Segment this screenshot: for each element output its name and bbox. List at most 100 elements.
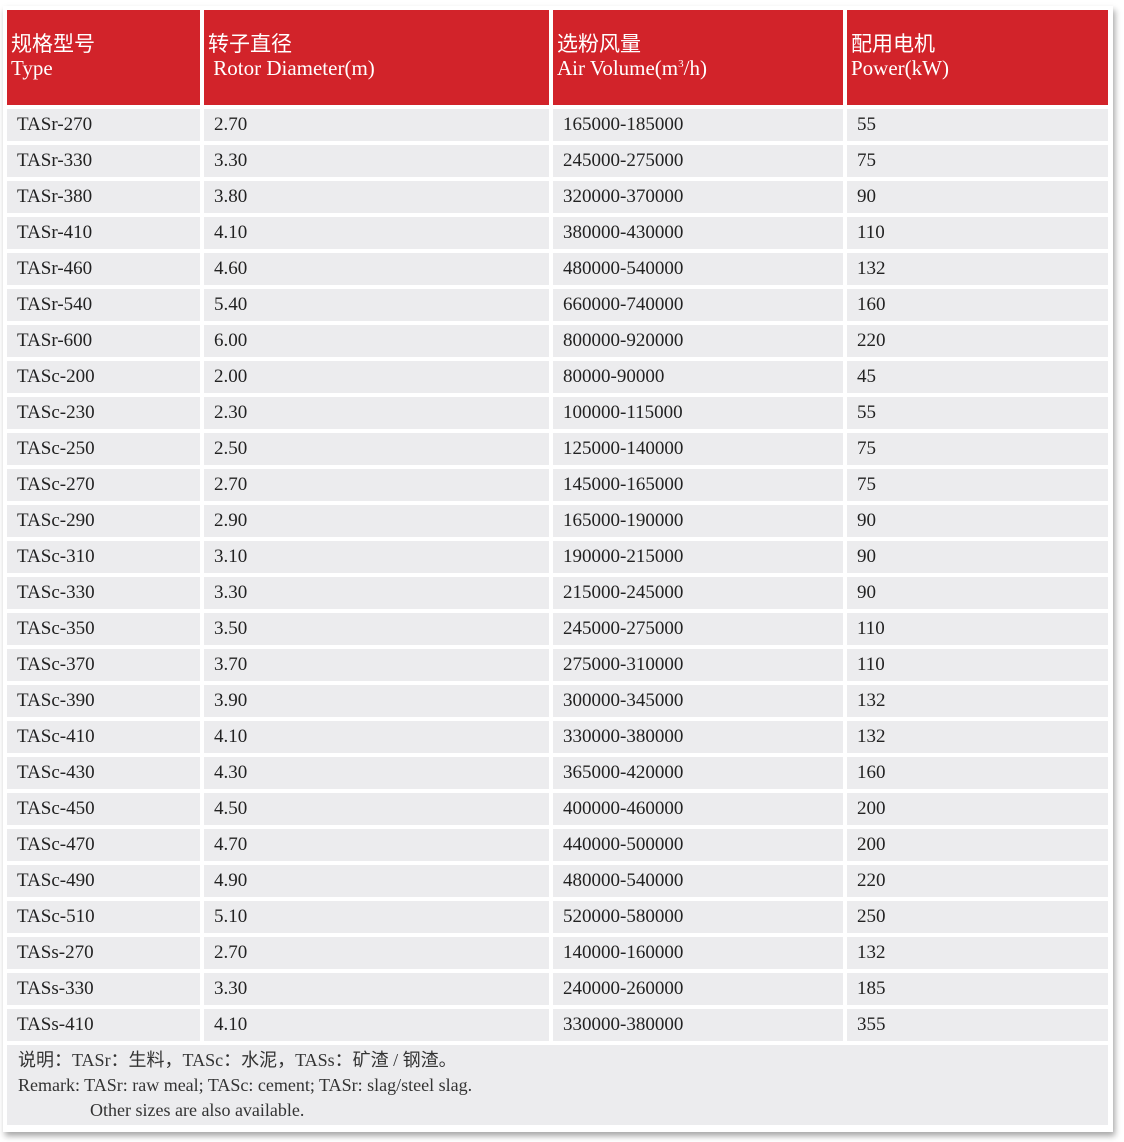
header-air-sup: 3 bbox=[678, 58, 684, 70]
power-cell: 75 bbox=[847, 469, 1108, 501]
type-cell: TASc-230 bbox=[7, 397, 200, 429]
air-volume-cell: 215000-245000 bbox=[553, 577, 843, 609]
air-volume-cell: 330000-380000 bbox=[553, 721, 843, 753]
air-volume-cell: 440000-500000 bbox=[553, 829, 843, 861]
spec-table-container: 规格型号 Type 转子直径 Rotor Diameter(m) 选粉风量 Ai… bbox=[3, 6, 1113, 1132]
power-cell: 45 bbox=[847, 361, 1108, 393]
remark-line2: Remark: TASr: raw meal; TASc: cement; TA… bbox=[18, 1075, 473, 1095]
rotor-diameter-cell: 4.10 bbox=[204, 1009, 549, 1041]
header-type-zh: 规格型号 bbox=[11, 32, 95, 56]
power-cell: 132 bbox=[847, 253, 1108, 285]
rotor-diameter-cell: 5.40 bbox=[204, 289, 549, 321]
rotor-diameter-cell: 3.30 bbox=[204, 577, 549, 609]
rotor-diameter-cell: 4.10 bbox=[204, 217, 549, 249]
type-cell: TASc-200 bbox=[7, 361, 200, 393]
power-cell: 355 bbox=[847, 1009, 1108, 1041]
air-volume-cell: 480000-540000 bbox=[553, 253, 843, 285]
header-type: 规格型号 Type bbox=[7, 10, 200, 105]
header-power-zh: 配用电机 bbox=[851, 32, 935, 56]
power-cell: 90 bbox=[847, 505, 1108, 537]
power-cell: 110 bbox=[847, 217, 1108, 249]
rotor-diameter-cell: 4.50 bbox=[204, 793, 549, 825]
rotor-diameter-cell: 3.90 bbox=[204, 685, 549, 717]
air-volume-cell: 320000-370000 bbox=[553, 181, 843, 213]
rotor-diameter-cell: 2.70 bbox=[204, 937, 549, 969]
header-air-zh: 选粉风量 bbox=[557, 32, 641, 56]
air-volume-cell: 245000-275000 bbox=[553, 613, 843, 645]
rotor-diameter-cell: 2.30 bbox=[204, 397, 549, 429]
rotor-diameter-cell: 4.10 bbox=[204, 721, 549, 753]
type-cell: TASc-410 bbox=[7, 721, 200, 753]
header-rotor-zh: 转子直径 bbox=[208, 32, 292, 56]
rotor-diameter-cell: 2.50 bbox=[204, 433, 549, 465]
header-air-volume: 选粉风量 Air Volume(m3/h) bbox=[553, 10, 843, 105]
type-cell: TASc-250 bbox=[7, 433, 200, 465]
air-volume-cell: 245000-275000 bbox=[553, 145, 843, 177]
air-volume-cell: 800000-920000 bbox=[553, 325, 843, 357]
air-volume-cell: 125000-140000 bbox=[553, 433, 843, 465]
rotor-diameter-cell: 3.70 bbox=[204, 649, 549, 681]
power-cell: 160 bbox=[847, 757, 1108, 789]
power-cell: 110 bbox=[847, 613, 1108, 645]
power-cell: 200 bbox=[847, 829, 1108, 861]
type-cell: TASr-600 bbox=[7, 325, 200, 357]
power-cell: 132 bbox=[847, 721, 1108, 753]
type-cell: TASs-330 bbox=[7, 973, 200, 1005]
spec-table: 规格型号 Type 转子直径 Rotor Diameter(m) 选粉风量 Ai… bbox=[7, 10, 1108, 1125]
type-cell: TASr-460 bbox=[7, 253, 200, 285]
air-volume-cell: 190000-215000 bbox=[553, 541, 843, 573]
power-cell: 90 bbox=[847, 577, 1108, 609]
type-cell: TASc-490 bbox=[7, 865, 200, 897]
power-cell: 250 bbox=[847, 901, 1108, 933]
air-volume-cell: 165000-185000 bbox=[553, 109, 843, 141]
air-volume-cell: 330000-380000 bbox=[553, 1009, 843, 1041]
table-remark: 说明：TASr：生料，TASc：水泥，TASs：矿渣 / 钢渣。 Remark: … bbox=[7, 1045, 1108, 1125]
power-cell: 90 bbox=[847, 541, 1108, 573]
air-volume-cell: 400000-460000 bbox=[553, 793, 843, 825]
air-volume-cell: 140000-160000 bbox=[553, 937, 843, 969]
air-volume-cell: 520000-580000 bbox=[553, 901, 843, 933]
rotor-diameter-cell: 6.00 bbox=[204, 325, 549, 357]
header-rotor-diameter: 转子直径 Rotor Diameter(m) bbox=[204, 10, 549, 105]
type-cell: TASc-470 bbox=[7, 829, 200, 861]
air-volume-cell: 480000-540000 bbox=[553, 865, 843, 897]
header-power: 配用电机 Power(kW) bbox=[847, 10, 1108, 105]
header-air-en: Air Volume(m3/h) bbox=[557, 56, 843, 80]
air-volume-cell: 145000-165000 bbox=[553, 469, 843, 501]
type-cell: TASc-450 bbox=[7, 793, 200, 825]
rotor-diameter-cell: 2.90 bbox=[204, 505, 549, 537]
type-cell: TASc-350 bbox=[7, 613, 200, 645]
type-cell: TASc-290 bbox=[7, 505, 200, 537]
header-power-en: Power(kW) bbox=[851, 56, 949, 80]
air-volume-cell: 80000-90000 bbox=[553, 361, 843, 393]
rotor-diameter-cell: 3.10 bbox=[204, 541, 549, 573]
type-cell: TASs-410 bbox=[7, 1009, 200, 1041]
power-cell: 55 bbox=[847, 397, 1108, 429]
air-volume-cell: 165000-190000 bbox=[553, 505, 843, 537]
air-volume-cell: 365000-420000 bbox=[553, 757, 843, 789]
power-cell: 200 bbox=[847, 793, 1108, 825]
power-cell: 220 bbox=[847, 865, 1108, 897]
type-cell: TASr-540 bbox=[7, 289, 200, 321]
type-cell: TASc-390 bbox=[7, 685, 200, 717]
type-cell: TASr-380 bbox=[7, 181, 200, 213]
air-volume-cell: 275000-310000 bbox=[553, 649, 843, 681]
remark-line3: Other sizes are also available. bbox=[90, 1100, 305, 1120]
type-cell: TASc-430 bbox=[7, 757, 200, 789]
type-cell: TASr-410 bbox=[7, 217, 200, 249]
rotor-diameter-cell: 3.30 bbox=[204, 145, 549, 177]
remark-line1: 说明：TASr：生料，TASc：水泥，TASs：矿渣 / 钢渣。 bbox=[18, 1050, 457, 1070]
power-cell: 160 bbox=[847, 289, 1108, 321]
type-cell: TASr-330 bbox=[7, 145, 200, 177]
rotor-diameter-cell: 2.70 bbox=[204, 469, 549, 501]
type-cell: TASs-270 bbox=[7, 937, 200, 969]
air-volume-cell: 660000-740000 bbox=[553, 289, 843, 321]
rotor-diameter-cell: 3.30 bbox=[204, 973, 549, 1005]
header-type-en: Type bbox=[11, 56, 53, 80]
air-volume-cell: 240000-260000 bbox=[553, 973, 843, 1005]
air-volume-cell: 300000-345000 bbox=[553, 685, 843, 717]
air-volume-cell: 380000-430000 bbox=[553, 217, 843, 249]
header-air-en-pre: Air Volume(m bbox=[557, 56, 679, 80]
power-cell: 55 bbox=[847, 109, 1108, 141]
power-cell: 75 bbox=[847, 433, 1108, 465]
